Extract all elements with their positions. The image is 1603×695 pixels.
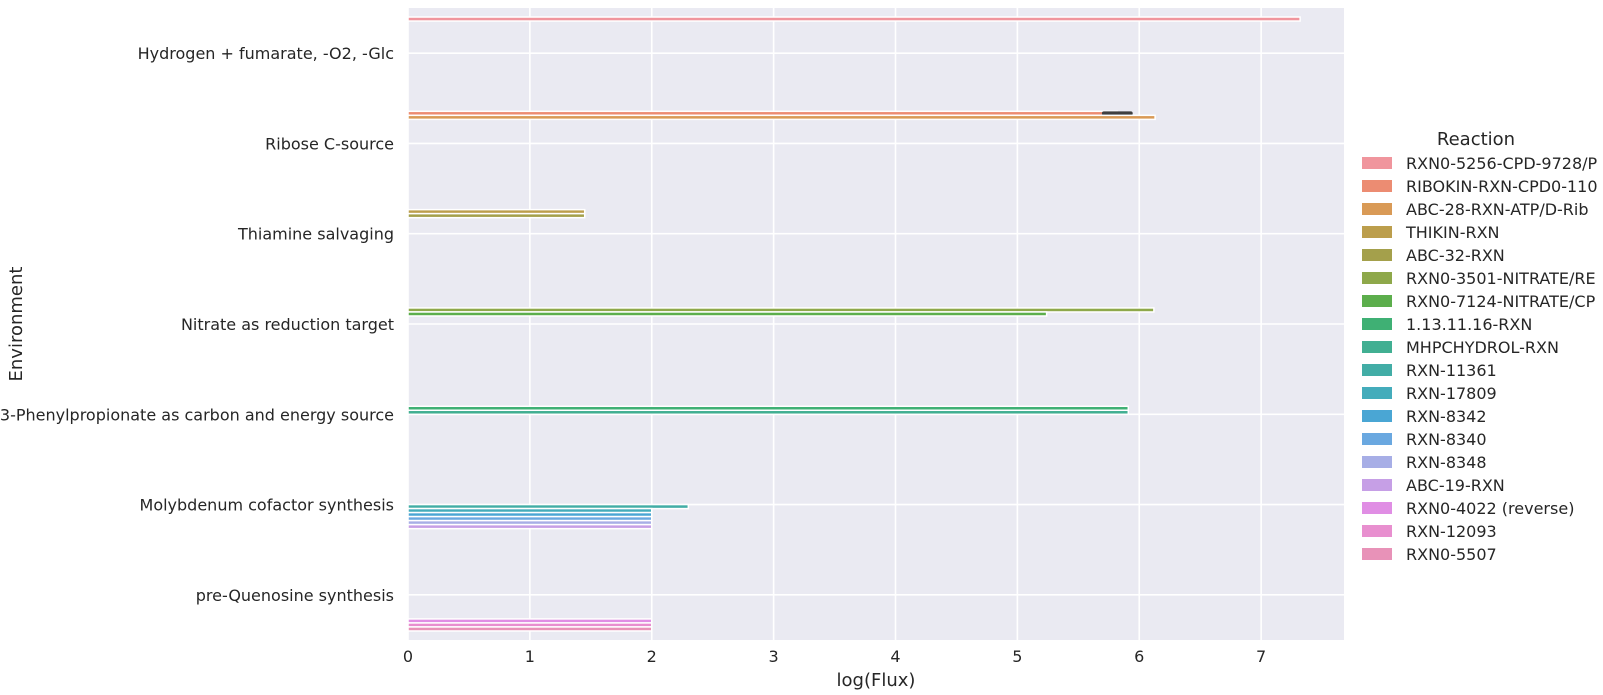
y-tick-label: Hydrogen + fumarate, -O2, -Glc — [138, 44, 394, 63]
legend-label: RXN-17809 — [1406, 384, 1497, 403]
legend-swatch — [1362, 180, 1392, 192]
legend-label: RXN-11361 — [1406, 361, 1497, 380]
legend-swatch — [1362, 479, 1392, 491]
y-tick-label: Ribose C-source — [265, 134, 394, 153]
legend-swatch — [1362, 226, 1392, 238]
bars — [407, 16, 1301, 632]
x-tick-label: 6 — [1134, 647, 1144, 666]
y-tick-label: Nitrate as reduction target — [181, 315, 394, 334]
legend-swatch — [1362, 341, 1392, 353]
x-tick-label: 5 — [1012, 647, 1022, 666]
legend-swatch — [1362, 249, 1392, 261]
legend-label: RXN0-5256-CPD-9728/P — [1406, 154, 1598, 173]
legend-label: THIKIN-RXN — [1405, 223, 1500, 242]
y-tick-label: pre-Quenosine synthesis — [196, 586, 394, 605]
x-tick-label: 3 — [769, 647, 779, 666]
x-tick-label: 2 — [647, 647, 657, 666]
legend-swatch — [1362, 364, 1392, 376]
legend-label: RXN-8340 — [1406, 430, 1487, 449]
legend-items: RXN0-5256-CPD-9728/P RIBOKIN-RXN-CPD0-110… — [1362, 154, 1598, 564]
legend-swatch — [1362, 456, 1392, 468]
legend-swatch — [1362, 203, 1392, 215]
bar — [407, 212, 586, 219]
legend-label: RXN0-4022 (reverse) — [1406, 499, 1574, 518]
legend-label: 1.13.11.16-RXN — [1406, 315, 1532, 334]
legend-label: RXN-8348 — [1406, 453, 1487, 472]
legend-label: ABC-28-RXN-ATP/D-Rib — [1406, 200, 1589, 219]
x-tick-label: 4 — [890, 647, 900, 666]
y-tick-label: Molybdenum cofactor synthesis — [140, 496, 394, 515]
bar — [407, 311, 1048, 317]
x-tick-label: 0 — [403, 647, 413, 666]
legend-swatch — [1362, 157, 1392, 169]
bar — [407, 523, 653, 530]
legend-title: Reaction — [1437, 129, 1515, 150]
x-tick-label: 1 — [525, 647, 535, 666]
legend-swatch — [1362, 548, 1392, 560]
legend-swatch — [1362, 295, 1392, 307]
y-tick-label: Thiamine salvaging — [237, 225, 394, 244]
y-axis-title: Environment — [6, 267, 27, 382]
legend-swatch — [1362, 502, 1392, 514]
legend: Reaction RXN0-5256-CPD-9728/P RIBOKIN-RXN… — [1362, 129, 1598, 564]
x-axis-title: log(Flux) — [837, 670, 916, 691]
legend-label: RXN-12093 — [1406, 522, 1497, 541]
legend-label: ABC-32-RXN — [1406, 246, 1505, 265]
legend-label: RXN-8342 — [1406, 407, 1487, 426]
y-tick-label: 3-Phenylpropionate as carbon and energy … — [0, 405, 394, 424]
legend-label: MHPCHYDROL-RXN — [1406, 338, 1559, 357]
bar — [407, 114, 1156, 121]
legend-swatch — [1362, 525, 1392, 537]
bar — [407, 16, 1301, 22]
legend-label: RXN0-3501-NITRATE/RE — [1406, 269, 1596, 288]
y-axis-ticks: Hydrogen + fumarate, -O2, -Glc Ribose C-s… — [0, 44, 394, 605]
bar — [407, 626, 653, 632]
legend-label: ABC-19-RXN — [1406, 476, 1505, 495]
legend-swatch — [1362, 272, 1392, 284]
legend-label: RXN0-7124-NITRATE/CP — [1406, 292, 1596, 311]
x-tick-label: 7 — [1256, 647, 1266, 666]
legend-label: RXN0-5507 — [1406, 545, 1497, 564]
legend-swatch — [1362, 387, 1392, 399]
legend-label: RIBOKIN-RXN-CPD0-110 — [1406, 177, 1598, 196]
x-axis-ticks: 0 1 2 3 4 5 6 7 — [403, 647, 1266, 666]
legend-swatch — [1362, 318, 1392, 330]
bar — [407, 409, 1130, 416]
legend-swatch — [1362, 410, 1392, 422]
legend-swatch — [1362, 433, 1392, 445]
